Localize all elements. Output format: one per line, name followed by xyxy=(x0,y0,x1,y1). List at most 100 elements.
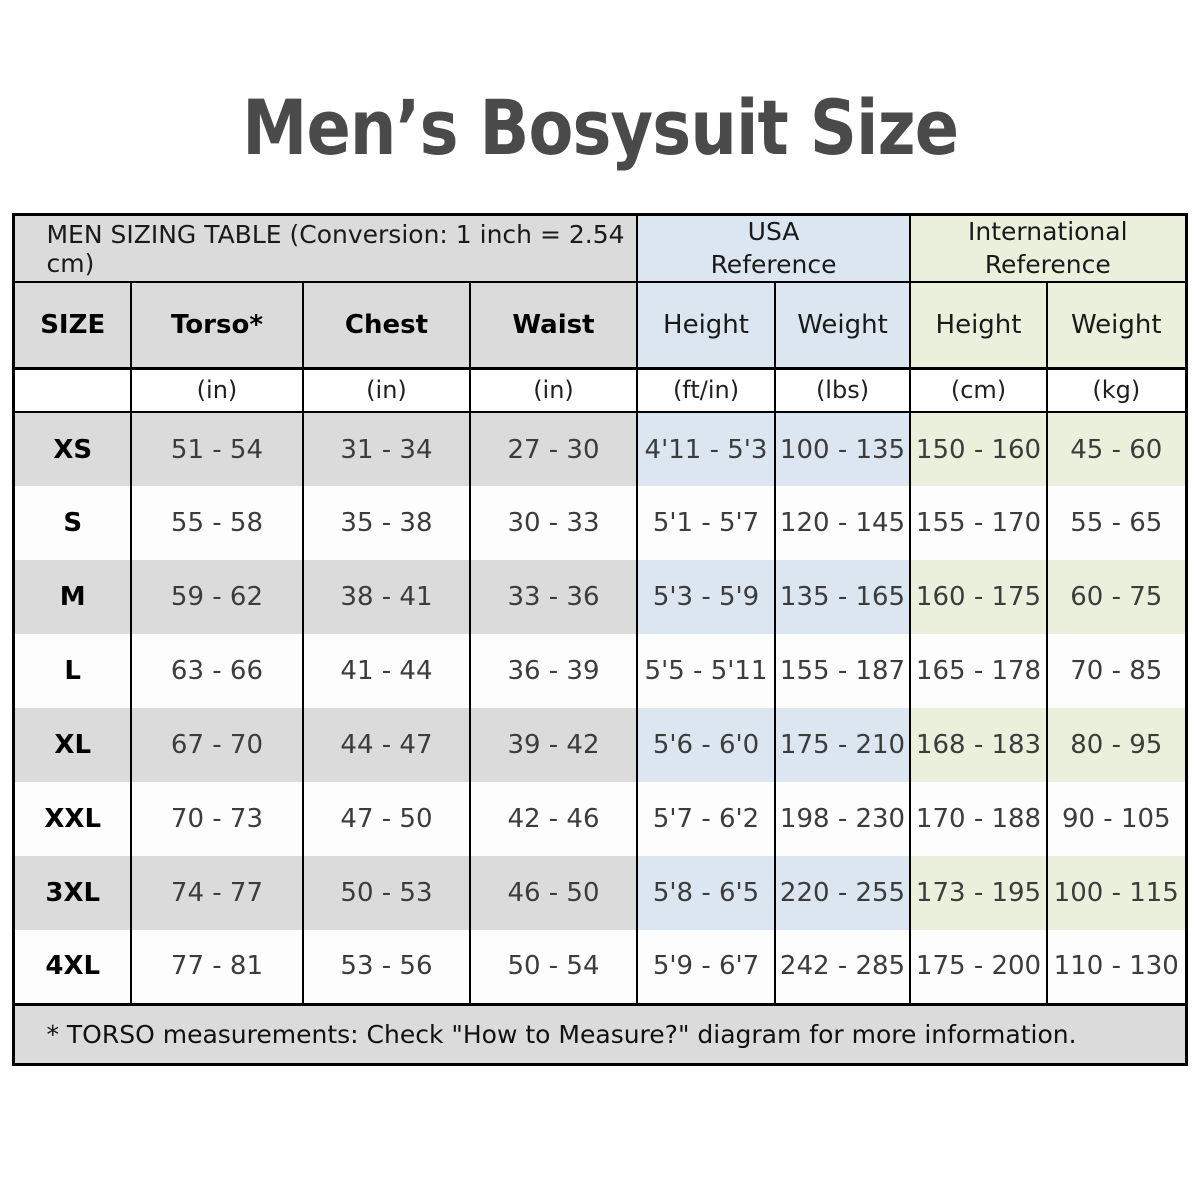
intl-height-cell: 150 - 160 xyxy=(909,412,1049,486)
usa-height-cell: 5'9 - 6'7 xyxy=(636,930,777,1004)
intl-weight-cell: 45 - 60 xyxy=(1046,412,1188,486)
sizing-table: MEN SIZING TABLE (Conversion: 1 inch = 2… xyxy=(12,213,1188,1066)
usa-weight-cell: 175 - 210 xyxy=(774,708,912,782)
col-header-intl-weight: Weight xyxy=(1046,282,1188,370)
table-row: S 55 - 58 35 - 38 30 - 33 5'1 - 5'7 120 - 145… xyxy=(12,486,1188,560)
group-header-usa: USA Reference xyxy=(636,214,912,283)
usa-height-cell: 5'5 - 5'11 xyxy=(636,634,777,708)
usa-weight-cell: 155 - 187 xyxy=(774,634,912,708)
intl-height-cell: 155 - 170 xyxy=(909,486,1049,560)
size-cell: S xyxy=(12,486,132,560)
usa-height-cell: 4'11 - 5'3 xyxy=(636,412,777,486)
intl-height-cell: 165 - 178 xyxy=(909,634,1049,708)
page-title: Men’s Bosysuit Size xyxy=(242,83,959,172)
chest-cell: 44 - 47 xyxy=(301,708,471,782)
usa-height-cell: 5'1 - 5'7 xyxy=(636,486,777,560)
torso-cell: 77 - 81 xyxy=(129,930,304,1004)
usa-height-cell: 5'3 - 5'9 xyxy=(636,560,777,634)
unit-usa-weight: (lbs) xyxy=(774,368,912,413)
table-row: XS 51 - 54 31 - 34 27 - 30 4'11 - 5'3 100 - 1… xyxy=(12,412,1188,486)
size-cell: M xyxy=(12,560,132,634)
intl-weight-cell: 100 - 115 xyxy=(1046,856,1188,930)
intl-height-cell: 160 - 175 xyxy=(909,560,1049,634)
intl-height-cell: 175 - 200 xyxy=(909,930,1049,1004)
usa-height-cell: 5'7 - 6'2 xyxy=(636,782,777,856)
usa-height-cell: 5'6 - 6'0 xyxy=(636,708,777,782)
chest-cell: 47 - 50 xyxy=(301,782,471,856)
intl-height-cell: 168 - 183 xyxy=(909,708,1049,782)
table-row: L 63 - 66 41 - 44 36 - 39 5'5 - 5'11 155 - 18… xyxy=(12,634,1188,708)
unit-chest: (in) xyxy=(301,368,471,413)
col-header-chest: Chest xyxy=(301,282,471,370)
chest-cell: 53 - 56 xyxy=(301,930,471,1004)
table-row: XXL 70 - 73 47 - 50 42 - 46 5'7 - 6'2 198 - 2… xyxy=(12,782,1188,856)
table-footnote: * TORSO measurements: Check "How to Meas… xyxy=(12,1002,1188,1064)
table-row: 4XL 77 - 81 53 - 56 50 - 54 5'9 - 6'7 242 - 2… xyxy=(12,930,1188,1004)
intl-weight-cell: 70 - 85 xyxy=(1046,634,1188,708)
col-header-usa-height: Height xyxy=(636,282,777,370)
col-header-torso: Torso* xyxy=(129,282,304,370)
intl-height-cell: 170 - 188 xyxy=(909,782,1049,856)
table-row: M 59 - 62 38 - 41 33 - 36 5'3 - 5'9 135 - 165… xyxy=(12,560,1188,634)
group-header-international: International Reference xyxy=(909,214,1188,283)
unit-usa-height: (ft/in) xyxy=(636,368,777,413)
chest-cell: 35 - 38 xyxy=(301,486,471,560)
torso-cell: 51 - 54 xyxy=(129,412,304,486)
footnote-row: * TORSO measurements: Check "How to Meas… xyxy=(12,1002,1188,1064)
col-header-usa-weight: Weight xyxy=(774,282,912,370)
torso-cell: 74 - 77 xyxy=(129,856,304,930)
table-row: XL 67 - 70 44 - 47 39 - 42 5'6 - 6'0 175 - 21… xyxy=(12,708,1188,782)
usa-weight-cell: 198 - 230 xyxy=(774,782,912,856)
size-cell: 3XL xyxy=(12,856,132,930)
size-cell: XL xyxy=(12,708,132,782)
group-header-usa-line1: USA xyxy=(747,217,800,246)
group-header-row: MEN SIZING TABLE (Conversion: 1 inch = 2… xyxy=(12,214,1188,283)
unit-intl-weight: (kg) xyxy=(1046,368,1188,413)
column-header-row: SIZE Torso* Chest Waist Height Weight He… xyxy=(12,282,1188,370)
chest-cell: 31 - 34 xyxy=(301,412,471,486)
col-header-size: SIZE xyxy=(12,282,132,370)
waist-cell: 33 - 36 xyxy=(468,560,639,634)
group-header-main: MEN SIZING TABLE (Conversion: 1 inch = 2… xyxy=(12,214,639,283)
usa-height-cell: 5'8 - 6'5 xyxy=(636,856,777,930)
unit-intl-height: (cm) xyxy=(909,368,1049,413)
size-cell: 4XL xyxy=(12,930,132,1004)
size-cell: L xyxy=(12,634,132,708)
group-header-intl-line2: Reference xyxy=(984,249,1111,279)
waist-cell: 50 - 54 xyxy=(468,930,639,1004)
size-cell: XXL xyxy=(12,782,132,856)
usa-weight-cell: 120 - 145 xyxy=(774,486,912,560)
usa-weight-cell: 135 - 165 xyxy=(774,560,912,634)
usa-weight-cell: 100 - 135 xyxy=(774,412,912,486)
size-cell: XS xyxy=(12,412,132,486)
intl-weight-cell: 55 - 65 xyxy=(1046,486,1188,560)
intl-height-cell: 173 - 195 xyxy=(909,856,1049,930)
intl-weight-cell: 90 - 105 xyxy=(1046,782,1188,856)
waist-cell: 36 - 39 xyxy=(468,634,639,708)
waist-cell: 27 - 30 xyxy=(468,412,639,486)
intl-weight-cell: 60 - 75 xyxy=(1046,560,1188,634)
group-header-intl-line1: International xyxy=(967,217,1128,246)
torso-cell: 55 - 58 xyxy=(129,486,304,560)
intl-weight-cell: 80 - 95 xyxy=(1046,708,1188,782)
table-row: 3XL 74 - 77 50 - 53 46 - 50 5'8 - 6'5 220 - 2… xyxy=(12,856,1188,930)
unit-torso: (in) xyxy=(129,368,304,413)
unit-size xyxy=(12,368,132,413)
usa-weight-cell: 220 - 255 xyxy=(774,856,912,930)
torso-cell: 59 - 62 xyxy=(129,560,304,634)
chest-cell: 41 - 44 xyxy=(301,634,471,708)
torso-cell: 70 - 73 xyxy=(129,782,304,856)
torso-cell: 63 - 66 xyxy=(129,634,304,708)
sizing-table-head: MEN SIZING TABLE (Conversion: 1 inch = 2… xyxy=(12,214,1188,413)
unit-waist: (in) xyxy=(468,368,639,413)
chest-cell: 50 - 53 xyxy=(301,856,471,930)
usa-weight-cell: 242 - 285 xyxy=(774,930,912,1004)
title-area: Men’s Bosysuit Size xyxy=(0,0,1200,166)
intl-weight-cell: 110 - 130 xyxy=(1046,930,1188,1004)
group-header-usa-line2: Reference xyxy=(710,249,837,279)
torso-cell: 67 - 70 xyxy=(129,708,304,782)
chest-cell: 38 - 41 xyxy=(301,560,471,634)
size-table-body: XS 51 - 54 31 - 34 27 - 30 4'11 - 5'3 100 - 1… xyxy=(12,412,1188,1004)
waist-cell: 30 - 33 xyxy=(468,486,639,560)
col-header-intl-height: Height xyxy=(909,282,1049,370)
